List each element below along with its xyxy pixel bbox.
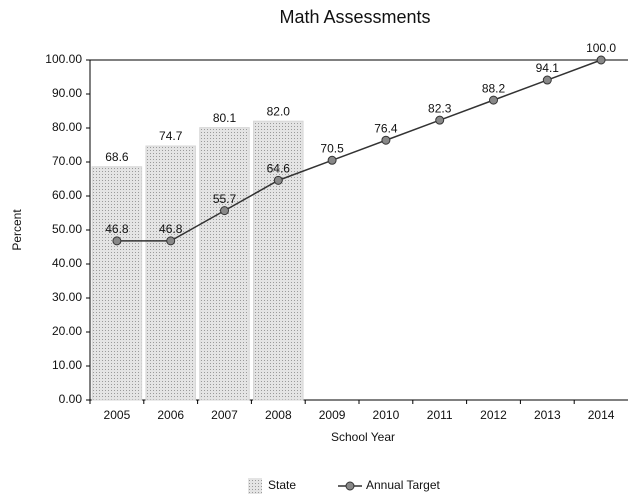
data-label: 55.7 bbox=[213, 192, 237, 206]
point bbox=[112, 236, 122, 246]
point bbox=[166, 236, 176, 246]
data-label: 46.8 bbox=[105, 222, 129, 236]
x-tick-label: 2006 bbox=[157, 408, 184, 422]
data-label: 46.8 bbox=[159, 222, 183, 236]
data-label: 68.6 bbox=[105, 150, 129, 164]
y-tick-label: 40.00 bbox=[52, 256, 82, 270]
x-axis-label: School Year bbox=[331, 430, 395, 444]
point bbox=[273, 175, 283, 185]
y-tick-label: 90.00 bbox=[52, 86, 82, 100]
bar bbox=[91, 166, 143, 401]
x-tick-label: 2011 bbox=[427, 408, 453, 422]
bar bbox=[145, 145, 196, 401]
data-label: 100.0 bbox=[586, 41, 616, 55]
x-tick-label: 2007 bbox=[211, 408, 238, 422]
y-axis-label: Percent bbox=[10, 209, 24, 251]
legend-swatch bbox=[345, 481, 355, 491]
y-tick-label: 60.00 bbox=[52, 188, 82, 202]
bar bbox=[199, 127, 250, 401]
data-label: 88.2 bbox=[482, 81, 506, 95]
point bbox=[489, 95, 498, 105]
y-tick-label: 10.00 bbox=[52, 358, 82, 372]
legend-label: State bbox=[268, 478, 296, 492]
x-tick-label: 2010 bbox=[373, 408, 400, 422]
x-tick-label: 2009 bbox=[319, 408, 346, 422]
point bbox=[327, 155, 337, 165]
x-tick-label: 2013 bbox=[534, 408, 561, 422]
data-label: 80.1 bbox=[213, 111, 237, 125]
bar bbox=[253, 120, 304, 401]
y-tick-label: 20.00 bbox=[52, 324, 82, 338]
x-tick-label: 2005 bbox=[104, 408, 131, 422]
x-tick-label: 2014 bbox=[588, 408, 615, 422]
y-tick-label: 50.00 bbox=[52, 222, 82, 236]
data-label: 64.6 bbox=[267, 162, 291, 176]
chart-title: Math Assessments bbox=[279, 7, 430, 27]
data-label: 76.4 bbox=[374, 121, 398, 135]
data-label: 94.1 bbox=[536, 61, 560, 75]
x-tick-label: 2012 bbox=[480, 408, 507, 422]
point bbox=[596, 55, 606, 65]
y-tick-label: 30.00 bbox=[52, 290, 82, 304]
y-tick-label: 100.00 bbox=[45, 52, 82, 66]
point bbox=[381, 135, 391, 145]
data-label: 82.3 bbox=[428, 101, 452, 115]
line bbox=[116, 59, 602, 242]
y-tick-label: 70.00 bbox=[52, 154, 82, 168]
y-tick-label: 80.00 bbox=[52, 120, 82, 134]
point bbox=[220, 206, 229, 216]
legend-swatch bbox=[248, 478, 262, 494]
data-label: 74.7 bbox=[159, 129, 183, 143]
data-label: 70.5 bbox=[320, 141, 344, 155]
point bbox=[542, 75, 552, 85]
data-label: 82.0 bbox=[267, 104, 291, 118]
x-tick-label: 2008 bbox=[265, 408, 292, 422]
y-tick-label: 0.00 bbox=[59, 392, 83, 406]
legend-label: Annual Target bbox=[366, 478, 441, 492]
point bbox=[435, 115, 445, 125]
